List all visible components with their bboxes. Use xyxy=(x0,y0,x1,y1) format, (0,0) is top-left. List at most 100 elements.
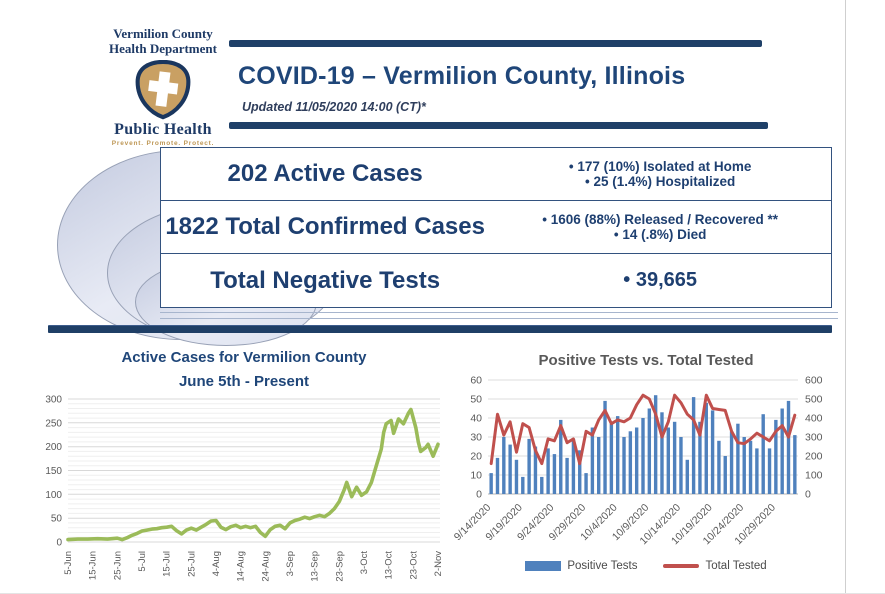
right-y-axis-tick-label: 200 xyxy=(805,451,823,463)
total-tested-swatch-icon xyxy=(663,564,700,568)
positive-tests-bar xyxy=(755,448,759,494)
positive-tests-bar xyxy=(559,419,563,494)
positive-tests-bar xyxy=(603,400,607,494)
positive-tests-bar xyxy=(521,476,525,494)
negative-tests-value: 39,665 xyxy=(623,269,697,292)
released-recovered-value: 1606 (88%) Released / Recovered ** xyxy=(542,212,778,227)
negative-tests-label: Total Negative Tests xyxy=(210,266,441,294)
x-axis-tick-label: 14-Aug xyxy=(236,551,247,582)
positive-tests-bar xyxy=(774,419,778,494)
legend-total-tested-label: Total Tested xyxy=(705,560,767,572)
positive-tests-bar xyxy=(717,440,721,494)
legend-total-tested: Total Tested xyxy=(663,560,767,572)
negative-tests-details: 39,665 xyxy=(489,254,831,307)
table-underline-1 xyxy=(160,312,838,313)
page-edge-divider xyxy=(845,0,846,593)
left-y-axis-tick-label: 20 xyxy=(470,451,482,463)
positive-tests-bar xyxy=(584,473,588,494)
positive-tests-bar xyxy=(691,397,696,494)
positive-tests-bar xyxy=(546,448,550,494)
isolated-at-home-value: 177 (10%) Isolated at Home xyxy=(569,159,751,174)
x-axis-tick-label: 5-Jul xyxy=(137,551,148,572)
x-axis-tick-label: 23-Sep xyxy=(334,551,345,582)
page-title: COVID-19 – Vermilion County, Illinois xyxy=(238,62,686,90)
active-cases-chart-title: Active Cases for Vermilion County June 5… xyxy=(38,346,450,394)
x-axis-tick-label: 15-Jun xyxy=(88,551,99,580)
positive-tests-bar xyxy=(540,476,544,494)
x-axis-tick-label: 3-Sep xyxy=(285,551,296,576)
x-axis-tick-label: 25-Jul xyxy=(186,551,197,577)
logo-motto: Prevent. Promote. Protect. xyxy=(111,139,215,147)
positive-tests-bar xyxy=(571,438,576,494)
y-axis-tick-label: 150 xyxy=(45,466,62,477)
positive-tests-bar xyxy=(615,416,620,494)
x-axis-tick-label: 15-Jul xyxy=(162,551,173,577)
left-y-axis-tick-label: 50 xyxy=(470,394,482,406)
right-y-axis-tick-label: 400 xyxy=(805,413,823,425)
y-axis-tick-label: 200 xyxy=(45,442,62,453)
x-axis-tick-label: 5-Jun xyxy=(63,551,74,575)
positive-tests-bar xyxy=(793,435,797,494)
positive-tests-bar xyxy=(723,456,727,494)
positive-vs-tested-plot: 010203040506001002003004005006009/14/202… xyxy=(452,375,823,548)
active-cases-line xyxy=(66,407,440,542)
x-axis-tick-label: 25-Jun xyxy=(112,551,123,580)
positive-tests-bar xyxy=(533,446,538,494)
positive-tests-bar xyxy=(742,437,746,494)
positive-tests-bar xyxy=(679,437,683,494)
positive-tests-bar xyxy=(666,427,671,494)
positive-vs-tested-title: Positive Tests vs. Total Tested xyxy=(538,352,754,369)
title-top-rule xyxy=(229,40,762,47)
left-y-axis-tick-label: 30 xyxy=(470,432,482,444)
positive-tests-bar xyxy=(653,395,658,494)
x-axis-tick-label: 24-Aug xyxy=(260,551,271,582)
right-y-axis-tick-label: 600 xyxy=(805,375,823,387)
y-axis-tick-label: 50 xyxy=(51,514,63,525)
active-cases-plot: 0 50 100 150 200 250 300 5-Jun 15-Jun 25-Jun 5-Jul… xyxy=(45,395,444,582)
positive-tests-bar xyxy=(508,444,512,494)
summary-stats-table: 202 Active Cases 177 (10%) Isolated at H… xyxy=(160,147,832,308)
positive-tests-bar xyxy=(710,410,715,494)
stat-row-active-cases: 202 Active Cases 177 (10%) Isolated at H… xyxy=(161,148,831,201)
health-department-logo: Vermilion County Health Department Publi… xyxy=(96,26,230,147)
positive-tests-bar xyxy=(552,454,557,494)
active-cases-chart-title-line2: June 5th - Present xyxy=(178,373,310,390)
public-health-label: Public Health xyxy=(114,120,212,138)
shield-cross-icon xyxy=(134,59,192,120)
confirmed-cases-details: 1606 (88%) Released / Recovered ** 14 (.… xyxy=(489,201,831,253)
positive-tests-bar xyxy=(578,450,582,494)
chart-legend: Positive Tests Total Tested xyxy=(446,560,846,572)
left-y-axis-tick-label: 40 xyxy=(470,413,482,425)
left-y-axis-tick-label: 60 xyxy=(470,375,482,387)
positive-tests-bar xyxy=(736,423,740,494)
x-axis-tick-label: 2-Nov xyxy=(433,551,444,577)
positive-tests-bar xyxy=(495,457,500,494)
stat-row-confirmed-cases: 1822 Total Confirmed Cases 1606 (88%) Re… xyxy=(161,201,831,254)
y-axis-tick-label: 250 xyxy=(45,418,62,429)
hospitalized-value: 25 (1.4%) Hospitalized xyxy=(585,174,735,189)
y-axis-tick-label: 100 xyxy=(45,490,62,501)
active-cases-chart: Active Cases for Vermilion County June 5… xyxy=(38,346,450,590)
table-underline-2 xyxy=(160,318,838,319)
positive-tests-bar xyxy=(527,438,531,494)
positive-tests-bar xyxy=(767,448,772,494)
positive-tests-bar xyxy=(489,473,493,494)
positive-tests-bar xyxy=(628,431,633,494)
positive-tests-bar xyxy=(641,418,645,494)
x-axis-tick-label: 3-Oct xyxy=(359,551,370,575)
positive-tests-bar xyxy=(672,421,677,494)
active-cases-label: 202 Active Cases xyxy=(227,160,423,187)
positive-tests-bar xyxy=(685,459,689,494)
positive-tests-swatch-icon xyxy=(525,561,562,571)
x-axis-tick-label: 13-Oct xyxy=(384,551,395,580)
y-axis-tick-label: 300 xyxy=(45,395,62,406)
positive-tests-bar xyxy=(660,412,664,494)
left-y-axis-tick-label: 10 xyxy=(470,470,482,482)
legend-positive-tests: Positive Tests xyxy=(525,560,637,572)
org-name-line1: Vermilion County xyxy=(113,26,213,41)
positive-tests-bar xyxy=(780,408,784,494)
positive-tests-bar xyxy=(590,427,595,494)
legend-positive-tests-label: Positive Tests xyxy=(567,560,638,572)
positive-tests-bar xyxy=(597,437,601,494)
